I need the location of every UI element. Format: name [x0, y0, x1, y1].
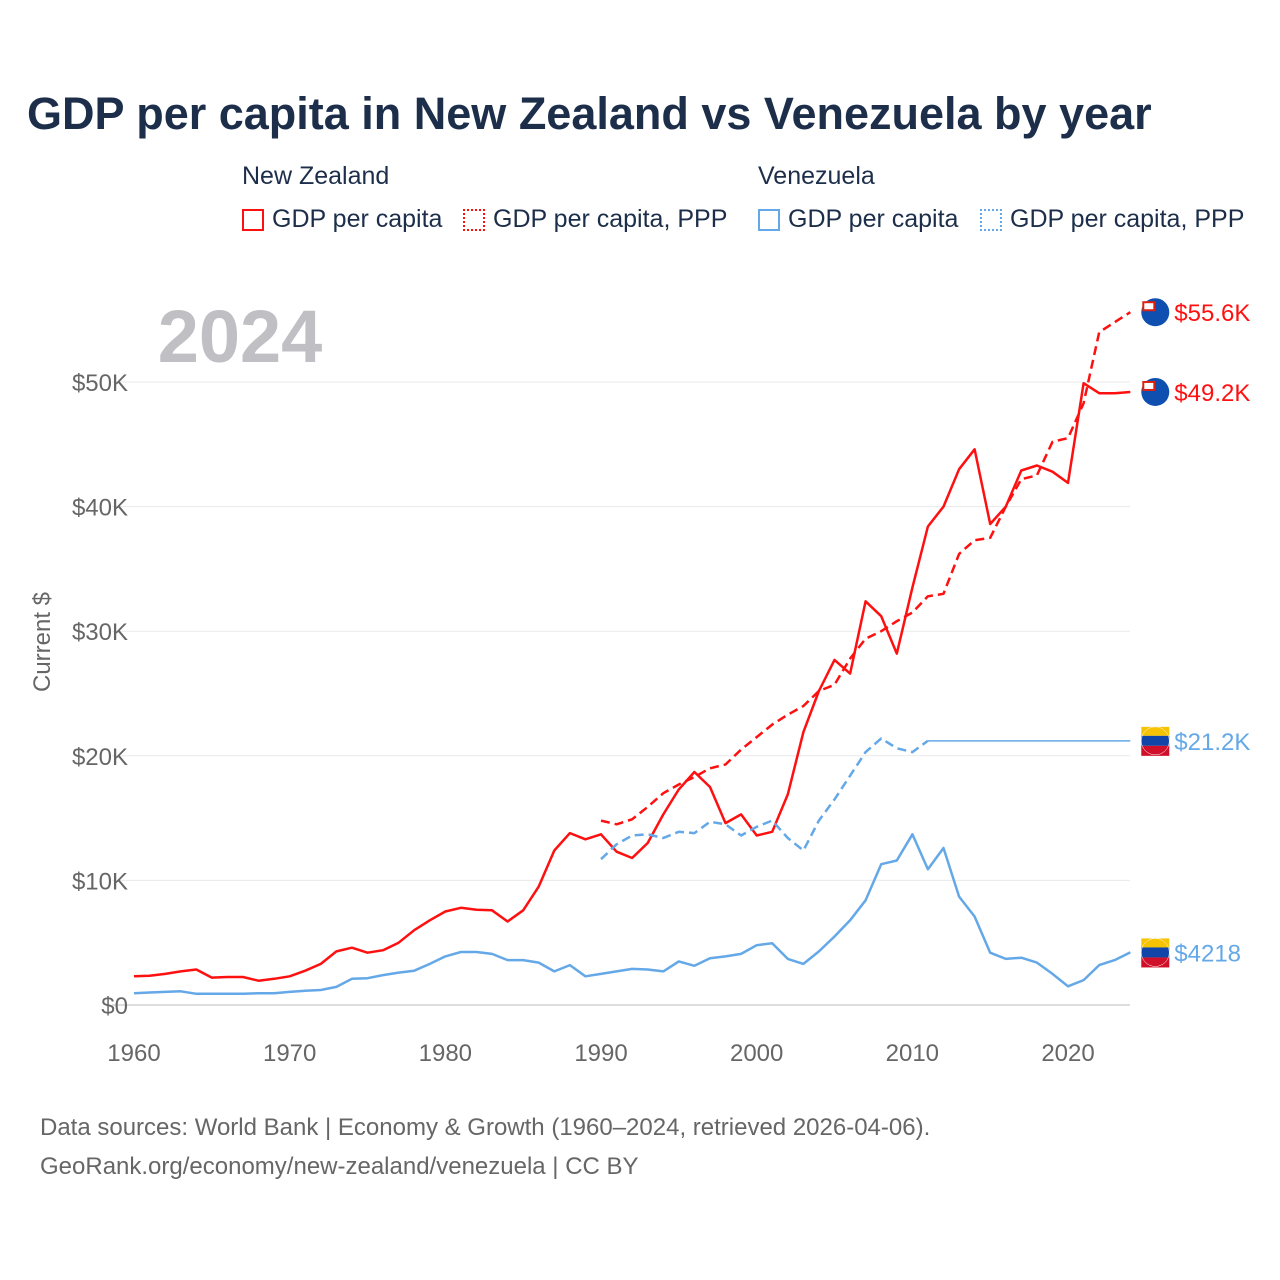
- data-source: Data sources: World Bank | Economy & Gro…: [40, 1114, 931, 1141]
- flag-icon-nz: [1141, 377, 1170, 406]
- y-axis-label: Current $: [29, 592, 56, 692]
- flag-icon-ve: [1141, 938, 1170, 968]
- legend-swatch-solid: [758, 208, 780, 231]
- series-line-nz-dashed: [600, 311, 1131, 826]
- y-tick-label: $30K: [72, 619, 128, 646]
- end-value-label: $55.6K: [1174, 300, 1250, 327]
- y-tick-label: $20K: [72, 744, 128, 771]
- end-value-label: $49.2K: [1174, 380, 1250, 407]
- chart-title: GDP per capita in New Zealand vs Venezue…: [27, 88, 1152, 139]
- legend-group-new-zealand: New Zealand: [242, 162, 390, 190]
- legend-swatch-solid: [242, 208, 264, 231]
- footer: Data sources: World Bank | Economy & Gro…: [40, 1108, 930, 1186]
- y-tick-label: $0: [101, 993, 128, 1020]
- legend-ve-gdp[interactable]: GDP per capita: [758, 205, 958, 234]
- x-tick-label: 1980: [419, 1040, 472, 1067]
- end-value-label: $4218: [1174, 940, 1241, 967]
- end-value-label: $21.2K: [1174, 729, 1250, 756]
- legend-nz-ppp[interactable]: GDP per capita, PPP: [463, 205, 727, 234]
- y-tick-label: $40K: [72, 495, 128, 522]
- flag-icon-ve: [1141, 726, 1170, 756]
- year-watermark: 2024: [158, 295, 323, 378]
- x-tick-label: 2000: [730, 1040, 783, 1067]
- legend-ve-ppp[interactable]: GDP per capita, PPP: [980, 205, 1244, 234]
- x-tick-label: 1960: [107, 1040, 160, 1067]
- series-line-ve-dashed: [600, 737, 929, 861]
- legend-swatch-dotted: [463, 208, 485, 231]
- x-tick-label: 1970: [263, 1040, 316, 1067]
- flag-icon-nz: [1141, 298, 1170, 327]
- x-tick-label: 1990: [574, 1040, 627, 1067]
- source-link[interactable]: GeoRank.org/economy/new-zealand/venezuel…: [40, 1153, 639, 1180]
- series-line-ve-solid: [133, 833, 1131, 996]
- legend-swatch-dotted: [980, 208, 1002, 231]
- legend-nz-gdp[interactable]: GDP per capita: [242, 205, 442, 234]
- y-tick-label: $10K: [72, 868, 128, 895]
- legend-group-venezuela: Venezuela: [758, 162, 875, 190]
- series-line-nz-solid: [133, 381, 1131, 982]
- x-tick-label: 2020: [1041, 1040, 1094, 1067]
- x-tick-label: 2010: [886, 1040, 939, 1067]
- y-tick-label: $50K: [72, 370, 128, 397]
